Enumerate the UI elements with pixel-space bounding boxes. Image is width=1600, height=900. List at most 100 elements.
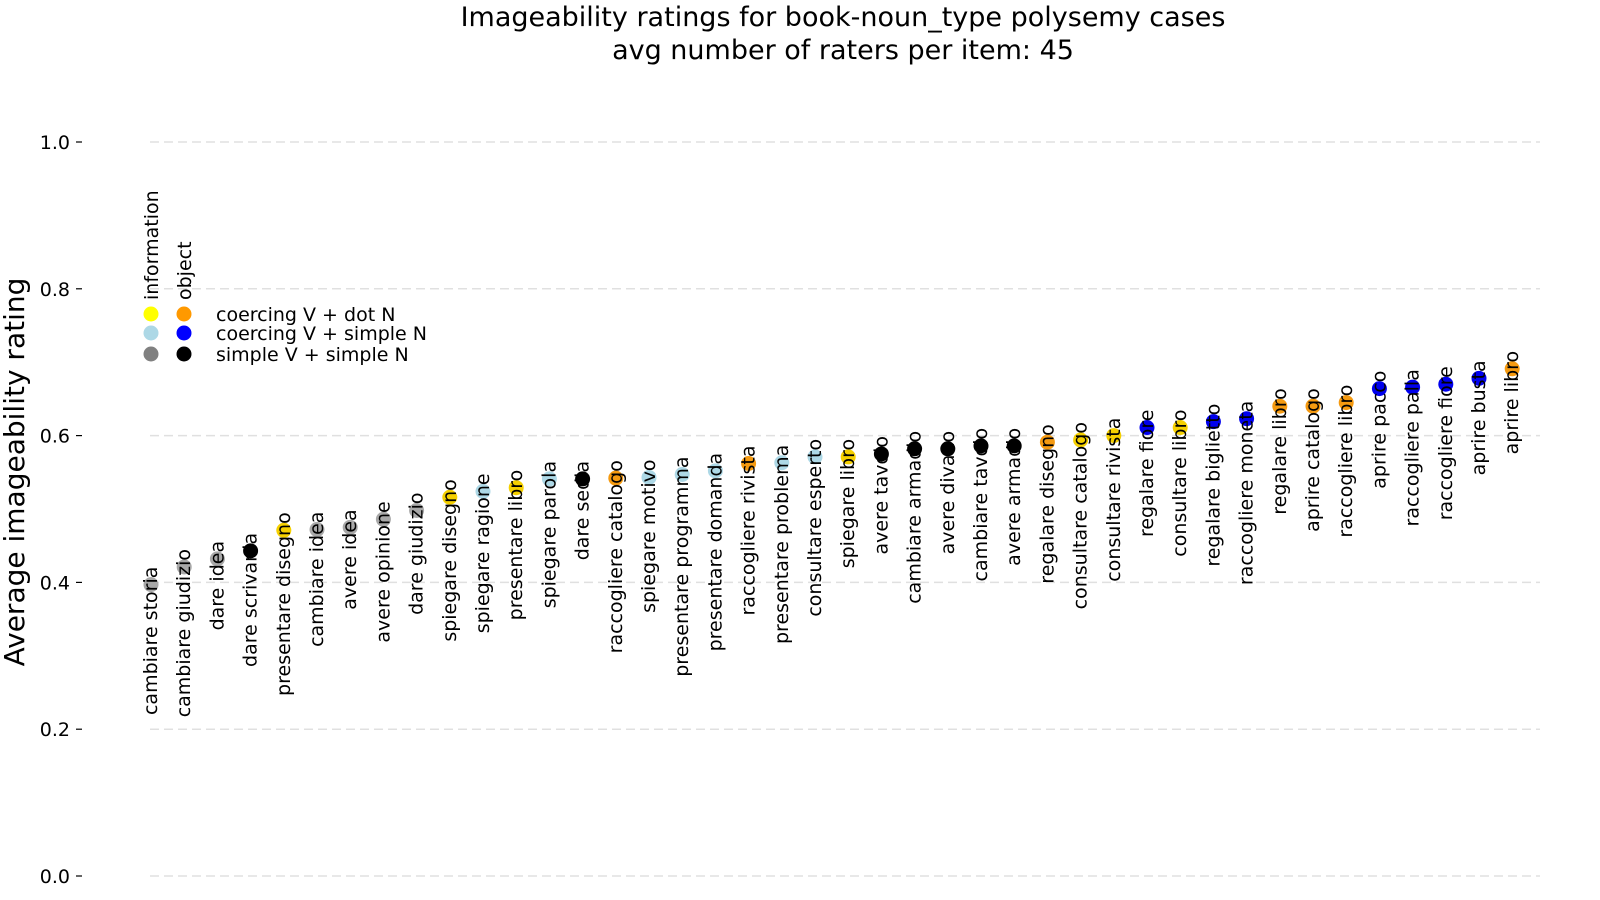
- data-point: [1073, 432, 1089, 448]
- data-point: [807, 449, 823, 465]
- data-point: [575, 471, 591, 487]
- x-tick-label: raccogliere fiore: [1435, 366, 1457, 520]
- data-point: [143, 577, 159, 593]
- x-tick-label: spiegare motivo: [638, 459, 660, 612]
- x-tick-label: aprire libro: [1501, 351, 1523, 455]
- data-point: [1272, 398, 1288, 414]
- x-tick-label: presentare disegno: [273, 512, 295, 696]
- x-tick-label: raccogliere libro: [1335, 385, 1357, 538]
- data-point: [1305, 398, 1321, 414]
- data-point: [1471, 370, 1487, 386]
- x-tick-label: dare scrivania: [240, 533, 262, 667]
- y-tick-label: 0.4: [40, 572, 70, 594]
- data-point: [276, 522, 292, 538]
- x-tick-label: cambiare storia: [140, 567, 162, 715]
- legend-row-label: coercing V + dot N: [216, 304, 395, 326]
- x-tick-label: dare sedia: [572, 461, 594, 560]
- y-tick-label: 1.0: [40, 132, 70, 154]
- x-tick-label: cambiare giudizio: [173, 549, 195, 717]
- data-point: [508, 480, 524, 496]
- data-point: [1338, 395, 1354, 411]
- legend-column-header: information: [141, 190, 163, 300]
- data-point: [475, 483, 491, 499]
- x-tick-label: cambiare armadio: [904, 431, 926, 604]
- data-point: [1139, 420, 1155, 436]
- x-tick-label: dare idea: [206, 541, 228, 631]
- x-tick-label: avere opinione: [372, 501, 394, 642]
- chart-subtitle: avg number of raters per item: 45: [612, 35, 1074, 66]
- data-point: [641, 469, 657, 485]
- grid-lines: [150, 141, 1540, 877]
- data-point: [707, 463, 723, 479]
- x-tick-label: consultare libro: [1169, 410, 1191, 557]
- data-point: [409, 502, 425, 518]
- x-tick-label: aprire busta: [1468, 360, 1490, 475]
- legend: information object coercing V + dot Ncoerc…: [141, 190, 427, 366]
- y-axis-label: Average imageability rating: [0, 278, 31, 667]
- data-point: [176, 559, 192, 575]
- legend-marker-object: [176, 346, 192, 362]
- data-point: [442, 489, 458, 505]
- data-point: [774, 455, 790, 471]
- chart-title: Imageability ratings for book-noun_type …: [461, 2, 1226, 33]
- data-point: [907, 441, 923, 457]
- y-tick-label: 0.0: [40, 866, 70, 888]
- y-axis-ticks: 0.0 0.2 0.4 0.6 0.8 1.0: [40, 132, 82, 888]
- data-point: [1438, 376, 1454, 392]
- x-tick-label: avere divano: [937, 431, 959, 555]
- data-point: [1172, 420, 1188, 436]
- data-point: [375, 511, 391, 527]
- x-tick-label: presentare programma: [671, 457, 693, 677]
- data-point: [243, 543, 259, 559]
- data-point: [1239, 411, 1255, 427]
- x-tick-label: presentare libro: [505, 470, 527, 621]
- data-points: [143, 361, 1520, 593]
- data-point: [1039, 434, 1055, 450]
- x-tick-label: regalare disegno: [1036, 424, 1058, 584]
- data-point: [342, 519, 358, 535]
- legend-row-label: coercing V + simple N: [216, 323, 427, 345]
- x-tick-label: cambiare idea: [306, 512, 328, 647]
- x-tick-label: raccogliere palla: [1402, 369, 1424, 526]
- data-point: [1006, 438, 1022, 454]
- x-tick-label: spiegare disegno: [439, 479, 461, 641]
- data-point: [209, 551, 225, 567]
- data-point: [840, 449, 856, 465]
- data-point: [608, 470, 624, 486]
- legend-marker-information: [143, 306, 159, 322]
- legend-marker-information: [143, 325, 159, 341]
- x-tick-label: raccogliere catalogo: [605, 460, 627, 653]
- data-point: [940, 441, 956, 457]
- x-tick-label: avere tavolo: [870, 436, 892, 555]
- x-tick-label: avere armadio: [1003, 428, 1025, 566]
- x-tick-label: spiegare ragione: [472, 473, 494, 633]
- data-point: [1405, 379, 1421, 395]
- x-tick-label: avere idea: [339, 509, 361, 609]
- x-tick-label: consultare catalogo: [1070, 422, 1092, 609]
- x-tick-label: presentare problema: [771, 445, 793, 644]
- x-tick-label: cambiare tavolo: [970, 428, 992, 582]
- legend-column-header: object: [174, 241, 196, 300]
- x-axis-tick-labels: cambiare storia cambiare giudizio dare ide…: [140, 351, 1523, 717]
- y-tick-label: 0.6: [40, 426, 70, 448]
- x-tick-label: consultare esperto: [804, 439, 826, 617]
- data-point: [1371, 381, 1387, 397]
- data-point: [973, 438, 989, 454]
- legend-marker-object: [176, 306, 192, 322]
- data-point: [1106, 428, 1122, 444]
- x-tick-label: presentare domanda: [704, 453, 726, 652]
- x-tick-label: regalare biglietto: [1202, 404, 1224, 567]
- data-point: [741, 455, 757, 471]
- data-point: [873, 446, 889, 462]
- x-tick-label: aprire pacco: [1368, 371, 1390, 489]
- x-tick-label: raccogliere rivista: [738, 445, 760, 615]
- x-tick-label: regalare fiore: [1136, 410, 1158, 538]
- y-tick-label: 0.8: [40, 279, 70, 301]
- x-tick-label: regalare libro: [1269, 388, 1291, 514]
- legend-marker-object: [176, 325, 192, 341]
- data-point: [674, 467, 690, 483]
- data-point: [541, 471, 557, 487]
- data-point: [1504, 361, 1520, 377]
- legend-marker-information: [143, 346, 159, 362]
